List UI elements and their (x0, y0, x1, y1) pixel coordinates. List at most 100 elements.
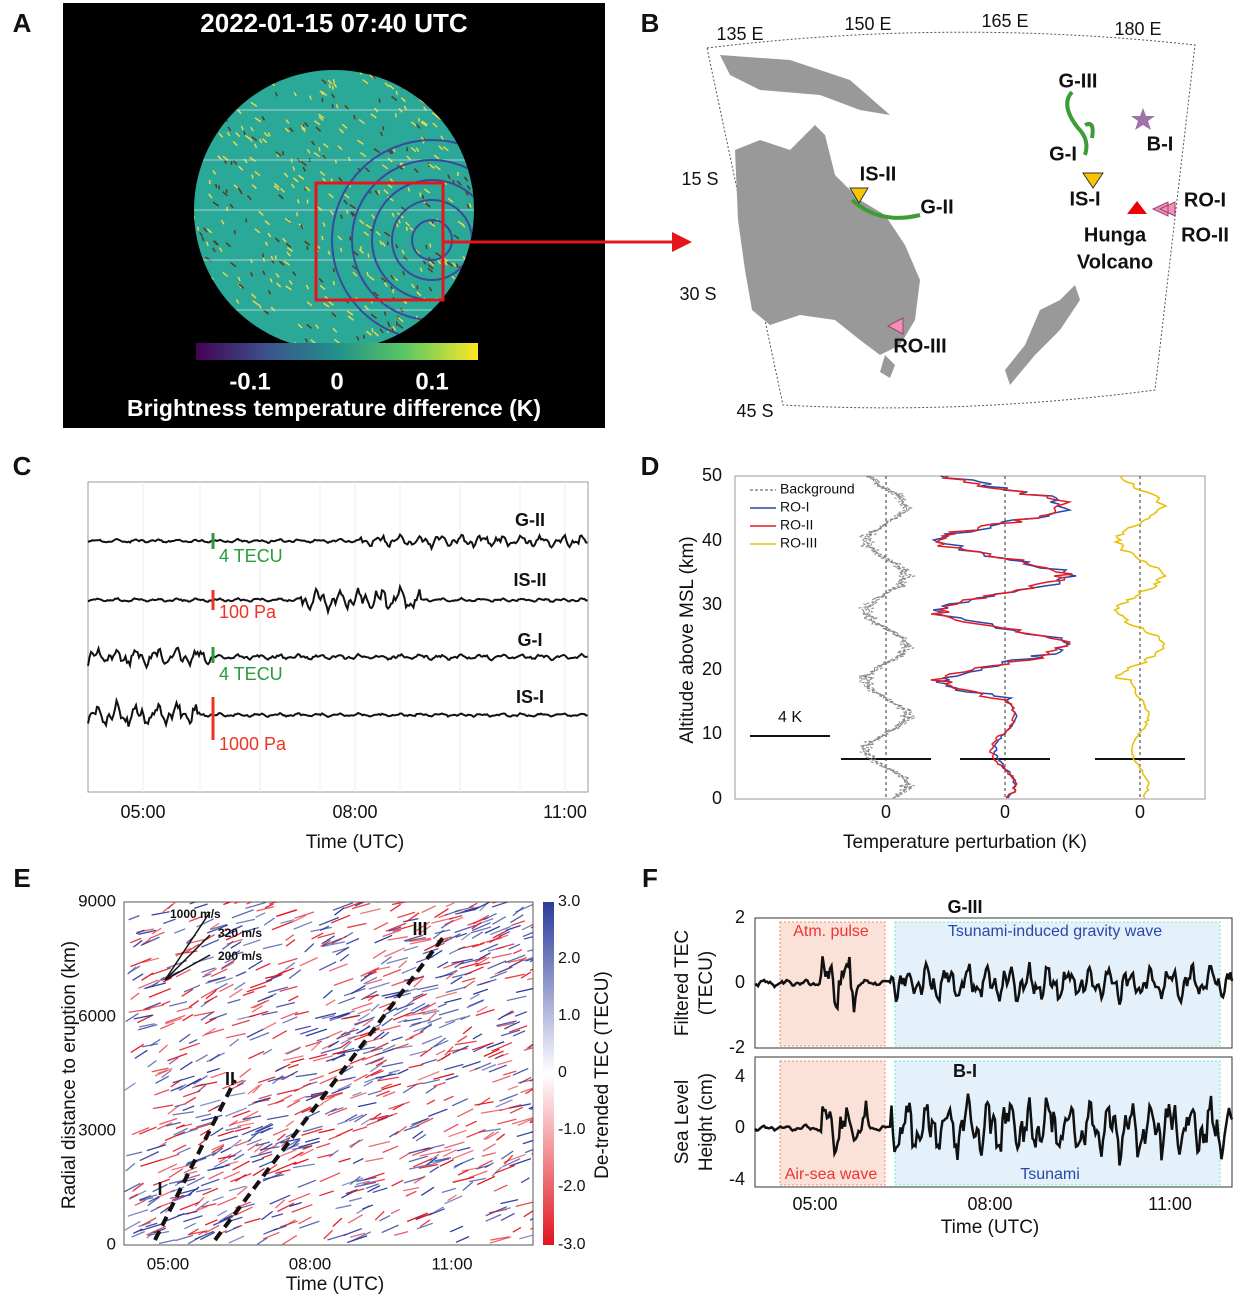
cloud-texture (268, 290, 272, 295)
cloud-texture (368, 275, 375, 281)
tec-stroke (302, 902, 305, 903)
tec-stroke (357, 1012, 370, 1022)
tec-stroke (261, 1011, 278, 1016)
tec-stroke (205, 1028, 225, 1036)
tec-stroke (363, 994, 380, 999)
tec-stroke (272, 1074, 284, 1085)
cloud-texture (201, 236, 205, 242)
tec-stroke (435, 991, 458, 999)
cloud-texture (267, 232, 272, 238)
tec-stroke (199, 1099, 221, 1107)
cloud-texture (433, 154, 440, 160)
tec-stroke (318, 1128, 335, 1134)
tec-stroke (264, 903, 274, 909)
cloud-texture (275, 273, 280, 278)
label: De-trended TEC (TECU) (592, 971, 613, 1179)
tec-stroke (326, 1091, 344, 1098)
tec-stroke (340, 1015, 358, 1020)
tec-stroke (428, 1108, 448, 1118)
tec-stroke (485, 1213, 502, 1222)
tec-stroke (472, 988, 489, 995)
tec-stroke (194, 1196, 205, 1207)
tec-stroke (426, 1099, 436, 1105)
tec-stroke (211, 1145, 225, 1154)
tec-stroke (298, 1140, 320, 1149)
tec-stroke (142, 1043, 159, 1048)
tec-stroke (390, 1208, 400, 1215)
cloud-texture (383, 311, 387, 316)
tec-stroke (413, 1158, 433, 1168)
tec-stroke (187, 1186, 200, 1196)
tec-stroke (302, 1125, 323, 1133)
tec-stroke (217, 1196, 237, 1206)
profile (857, 475, 916, 799)
label: Radial distance to eruption (km) (59, 941, 80, 1209)
tec-stroke (520, 1177, 530, 1184)
panel-letter: A (13, 8, 32, 38)
cloud-texture (328, 300, 334, 306)
tec-stroke (140, 1158, 163, 1167)
label: G-II (515, 510, 545, 530)
cloud-texture (332, 327, 338, 333)
tec-stroke (384, 947, 406, 958)
tec-stroke (438, 1020, 456, 1029)
tec-stroke (490, 970, 508, 979)
label: Time (UTC) (306, 832, 405, 853)
cloud-texture (243, 158, 248, 164)
cloud-texture (306, 323, 312, 329)
tec-stroke (389, 903, 402, 912)
tec-stroke (172, 1111, 195, 1116)
tec-stroke (391, 1036, 403, 1042)
tec-stroke (408, 934, 424, 941)
cloud-texture (397, 323, 404, 329)
cloud-texture (284, 217, 292, 224)
colorbar (196, 343, 478, 360)
cloud-texture (347, 315, 354, 321)
tec-stroke (491, 1166, 503, 1177)
cloud-texture (378, 98, 381, 103)
tec-stroke (508, 1025, 528, 1033)
tec-stroke (255, 912, 266, 918)
tec-stroke (354, 1113, 368, 1123)
tec-stroke (131, 1230, 146, 1238)
tec-stroke (344, 902, 364, 910)
tec-stroke (448, 1129, 467, 1138)
tec-stroke (497, 1118, 517, 1125)
tec-stroke (500, 1029, 521, 1037)
tec-stroke (153, 1227, 167, 1234)
tec-stroke (493, 1184, 508, 1192)
tec-stroke (466, 1128, 486, 1138)
tec-stroke (352, 1126, 368, 1132)
tec-stroke (336, 1032, 351, 1040)
tec-stroke (247, 1132, 258, 1142)
tec-stroke (342, 1041, 352, 1050)
label: RO-III (780, 535, 817, 551)
tec-stroke (328, 1149, 339, 1158)
tec-stroke (375, 1059, 387, 1067)
label: G-I (518, 630, 543, 650)
tec-stroke (258, 1160, 275, 1168)
label: Air-sea wave (785, 1166, 878, 1183)
label: G-III (1059, 70, 1098, 92)
tec-stroke (483, 912, 497, 921)
tec-stroke (124, 1082, 136, 1091)
tec-stroke (452, 1176, 475, 1183)
tec-stroke (322, 902, 325, 903)
tec-stroke (294, 1025, 312, 1031)
label: Tsunami-induced gravity wave (948, 923, 1162, 940)
label: IS-II (513, 570, 546, 590)
cloud-texture (410, 146, 417, 153)
tec-stroke (141, 936, 160, 946)
tec-stroke (368, 1140, 391, 1148)
tec-stroke (412, 993, 424, 999)
tec-stroke (281, 1070, 299, 1081)
cloud-texture (322, 222, 326, 227)
cloud-texture (341, 123, 348, 129)
tec-stroke (145, 1222, 158, 1228)
tec-stroke (349, 1175, 361, 1186)
tec-stroke (474, 956, 490, 967)
tec-stroke (272, 1225, 287, 1231)
tec-stroke (474, 1101, 494, 1106)
cloud-texture (319, 284, 326, 291)
tec-stroke (340, 1040, 351, 1049)
